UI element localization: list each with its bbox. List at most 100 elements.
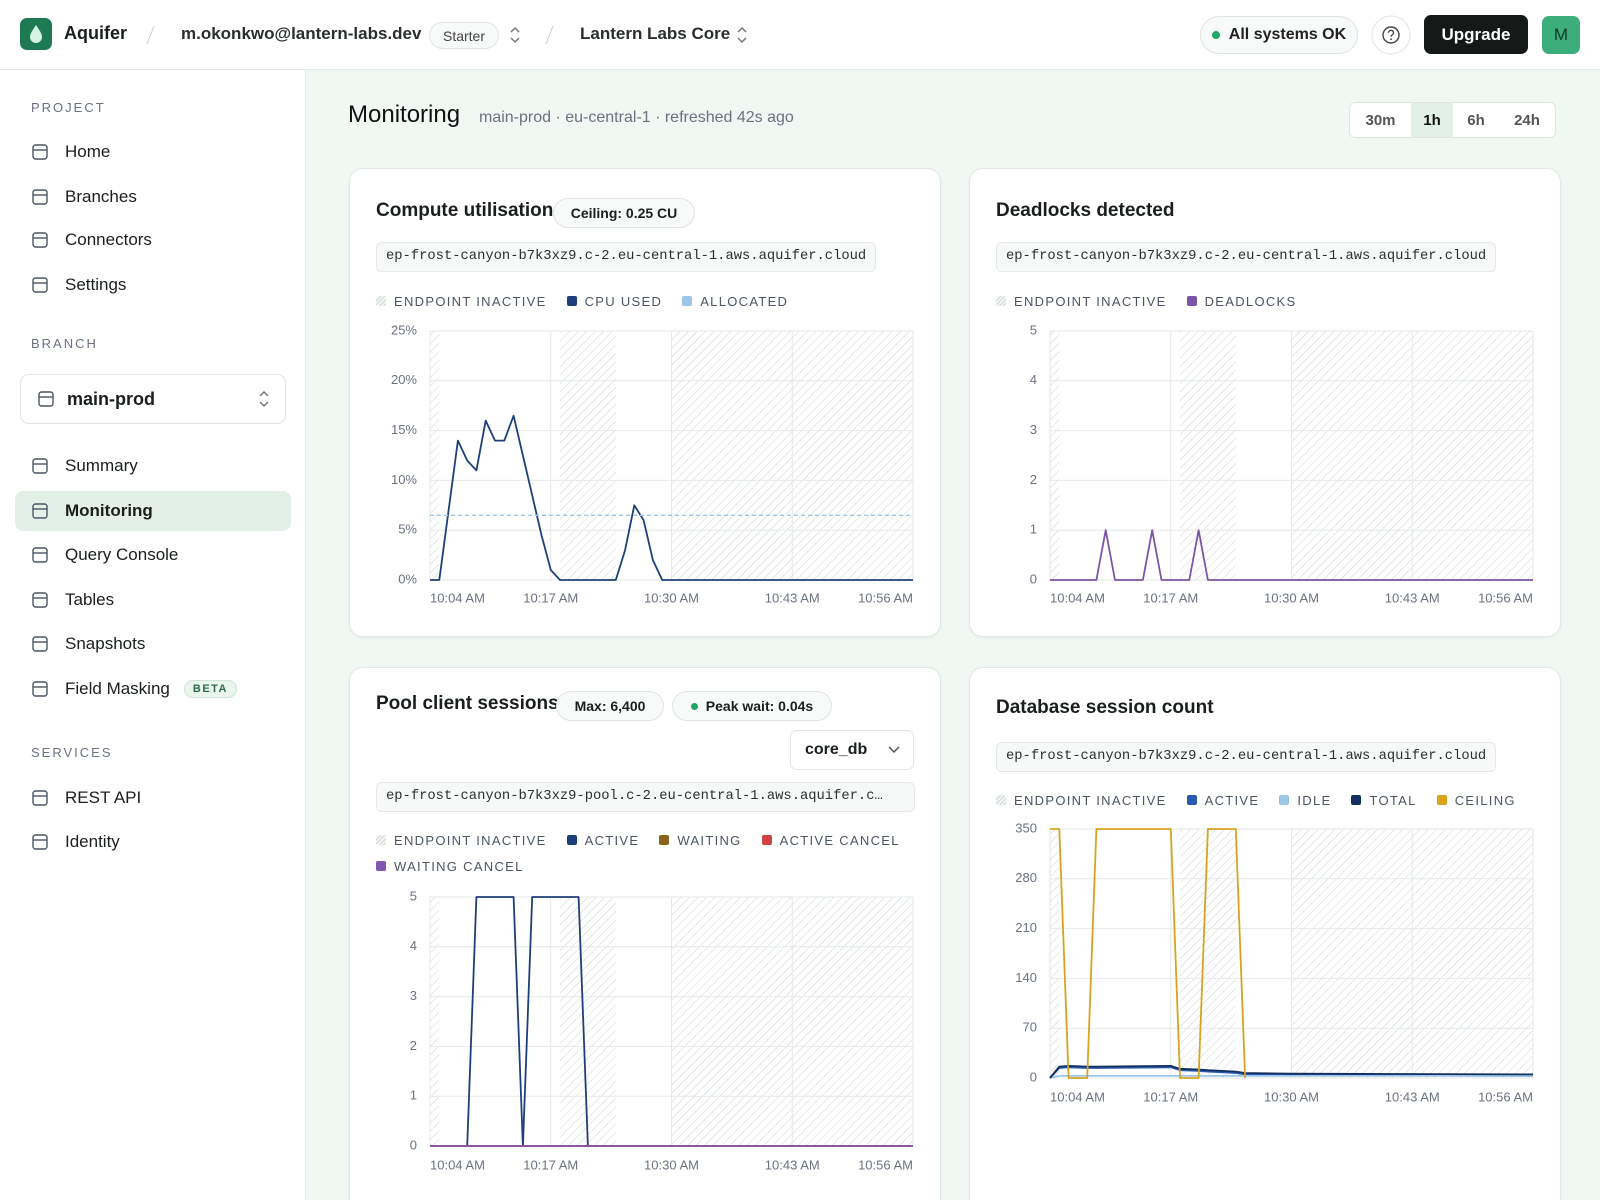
status[interactable]: All systems OK xyxy=(1200,16,1358,54)
inactive-region xyxy=(430,331,440,580)
card-title: Compute utilisation xyxy=(376,200,554,221)
nav-label: Home xyxy=(65,142,111,161)
icon xyxy=(32,503,48,519)
range-option[interactable]: 30m xyxy=(1365,111,1396,129)
database-name: core_db xyxy=(805,741,868,758)
separator xyxy=(545,25,554,45)
logo[interactable] xyxy=(20,18,52,50)
nav-item[interactable]: Home xyxy=(15,132,291,172)
y-tick-label: 20% xyxy=(391,372,417,387)
status-text: All systems OK xyxy=(1228,26,1347,43)
branch-select[interactable]: main-prod xyxy=(20,374,286,424)
badge-dot xyxy=(690,702,698,710)
nav-item[interactable]: Query Console xyxy=(15,535,291,575)
y-tick-label: 5% xyxy=(398,522,417,537)
y-tick-label: 280 xyxy=(1015,870,1037,885)
x-tick-label: 10:56 AM xyxy=(1478,590,1533,605)
y-tick-label: 3 xyxy=(410,988,417,1003)
badge: Peak wait: 0.04s xyxy=(672,691,832,721)
nav-item[interactable]: Connectors xyxy=(15,220,291,260)
legend-swatch xyxy=(566,296,577,306)
badge: BETA xyxy=(183,680,238,698)
x-tick-label: 10:04 AM xyxy=(1050,1089,1105,1104)
nav-item[interactable]: Identity xyxy=(15,822,291,862)
nav-label: Identity xyxy=(65,832,120,851)
legend-label: ACTIVE CANCEL xyxy=(779,832,900,848)
nav-item[interactable]: REST API xyxy=(15,778,291,818)
nav-label: Snapshots xyxy=(65,634,146,653)
nav-item[interactable]: Settings xyxy=(15,265,291,305)
x-tick-label: 10:56 AM xyxy=(1478,1089,1533,1104)
x-tick-label: 10:43 AM xyxy=(765,590,820,605)
y-tick-label: 1 xyxy=(410,1088,417,1103)
nav-item[interactable]: Snapshots xyxy=(15,624,291,664)
card: Deadlocks detected ep-frost-canyon-b7k3x… xyxy=(969,168,1561,637)
legend-item: DEADLOCKS xyxy=(1186,292,1297,310)
nav-label: Branches xyxy=(65,187,137,206)
x-tick-label: 10:17 AM xyxy=(1143,590,1198,605)
avatar[interactable]: M xyxy=(1542,16,1580,54)
nav-label: Monitoring xyxy=(65,501,153,520)
legend-label: WAITING xyxy=(677,832,742,848)
y-tick-label: 0 xyxy=(1030,1069,1037,1084)
nav-item[interactable]: Monitoring xyxy=(15,491,291,531)
series-line xyxy=(430,414,913,581)
legend-swatch xyxy=(682,296,693,306)
card-title: Deadlocks detected xyxy=(996,200,1175,221)
icon xyxy=(38,391,54,407)
legend-swatch xyxy=(566,835,577,845)
y-tick-label: 4 xyxy=(1030,372,1037,387)
legend: ENDPOINT INACTIVE CPU USED ALLOCATED xyxy=(376,292,916,310)
plot: 0 1 2 3 4 5 10:04 AM 10:17 AM 10:30 AM 10:43 AM 10… xyxy=(1030,322,1534,605)
range-option[interactable]: 6h xyxy=(1467,111,1485,129)
inactive-region xyxy=(430,897,440,1146)
legend-swatch xyxy=(1351,795,1362,805)
inactive-region xyxy=(1050,829,1060,1078)
x-tick-label: 10:04 AM xyxy=(430,590,485,605)
nav-label: REST API xyxy=(65,788,142,807)
x-tick-label: 10:17 AM xyxy=(523,1157,578,1172)
inactive-region xyxy=(1180,829,1236,1078)
icon xyxy=(32,636,48,652)
y-tick-label: 140 xyxy=(1015,970,1037,985)
x-tick-label: 10:43 AM xyxy=(765,1157,820,1172)
chevron xyxy=(888,746,900,754)
icon xyxy=(32,681,48,697)
series-line xyxy=(1050,828,1246,1079)
nav-item[interactable]: Field Masking BETA xyxy=(15,669,291,709)
range-option[interactable]: 24h xyxy=(1514,111,1540,129)
account[interactable]: m.okonkwo@lantern-labs.dev xyxy=(181,24,422,43)
y-tick-label: 210 xyxy=(1015,920,1037,935)
y-tick-label: 0 xyxy=(410,1137,417,1152)
help[interactable] xyxy=(1371,15,1411,55)
range-option[interactable]: 1h xyxy=(1411,103,1453,137)
database-select[interactable]: core_db xyxy=(790,730,914,770)
chevron[interactable] xyxy=(508,25,522,45)
y-tick-label: 2 xyxy=(410,1038,417,1053)
sidebar: PROJECT Home Branches Connectors Settings BRA… xyxy=(0,70,306,1200)
legend-item: ENDPOINT INACTIVE xyxy=(996,791,1167,809)
upgrade-button[interactable]: Upgrade xyxy=(1424,15,1528,54)
brand[interactable]: Aquifer xyxy=(64,23,127,43)
icon xyxy=(32,458,48,474)
legend-item: CPU USED xyxy=(566,292,663,310)
nav-item[interactable]: Branches xyxy=(15,177,291,217)
legend-label: CEILING xyxy=(1454,792,1516,808)
legend-label: ACTIVE xyxy=(584,832,640,848)
project[interactable]: Lantern Labs Core xyxy=(580,24,731,43)
section-label: SERVICES xyxy=(31,745,113,760)
legend-swatch xyxy=(761,835,772,845)
x-tick-label: 10:30 AM xyxy=(1264,1089,1319,1104)
nav-label: Query Console xyxy=(65,545,179,564)
y-tick-label: 0 xyxy=(1030,571,1037,586)
badge: Max: 6,400 xyxy=(556,691,664,721)
plot: 0% 5% 10% 15% 20% 25% 10:04 AM 10:17 AM 10:30 AM… xyxy=(391,322,914,605)
nav-item[interactable]: Summary xyxy=(15,446,291,486)
icon xyxy=(32,144,48,160)
legend: ENDPOINT INACTIVE DEADLOCKS xyxy=(996,292,1536,310)
card: Compute utilisation Ceiling: 0.25 CU ep-… xyxy=(349,168,941,637)
y-tick-label: 5 xyxy=(410,888,417,903)
chevron[interactable] xyxy=(735,25,749,45)
nav-item[interactable]: Tables xyxy=(15,580,291,620)
